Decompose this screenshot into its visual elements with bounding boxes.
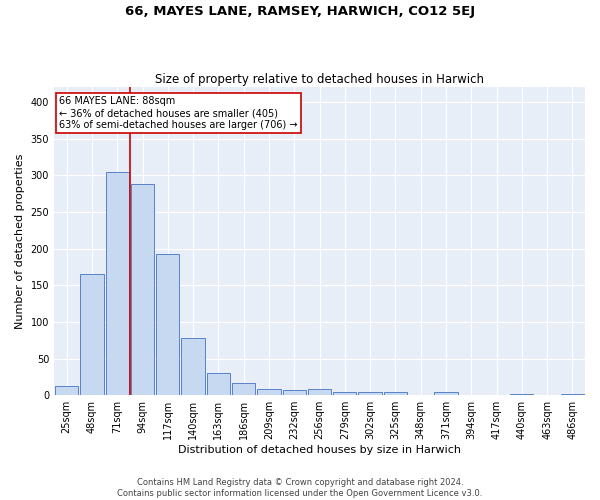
Bar	[131, 184, 154, 395]
X-axis label: Distribution of detached houses by size in Harwich: Distribution of detached houses by size …	[178, 445, 461, 455]
Bar	[283, 390, 306, 395]
Bar	[80, 274, 104, 395]
Bar	[106, 172, 129, 395]
Bar	[561, 394, 584, 395]
Y-axis label: Number of detached properties: Number of detached properties	[15, 154, 25, 329]
Bar	[434, 392, 458, 395]
Title: Size of property relative to detached houses in Harwich: Size of property relative to detached ho…	[155, 73, 484, 86]
Bar	[510, 394, 533, 395]
Text: 66, MAYES LANE, RAMSEY, HARWICH, CO12 5EJ: 66, MAYES LANE, RAMSEY, HARWICH, CO12 5E…	[125, 5, 475, 18]
Bar	[55, 386, 79, 395]
Bar	[181, 338, 205, 395]
Bar	[207, 373, 230, 395]
Bar	[156, 254, 179, 395]
Bar	[308, 390, 331, 395]
Bar	[257, 390, 281, 395]
Text: 66 MAYES LANE: 88sqm
← 36% of detached houses are smaller (405)
63% of semi-deta: 66 MAYES LANE: 88sqm ← 36% of detached h…	[59, 96, 298, 130]
Bar	[232, 382, 256, 395]
Bar	[358, 392, 382, 395]
Bar	[384, 392, 407, 395]
Text: Contains HM Land Registry data © Crown copyright and database right 2024.
Contai: Contains HM Land Registry data © Crown c…	[118, 478, 482, 498]
Bar	[333, 392, 356, 395]
